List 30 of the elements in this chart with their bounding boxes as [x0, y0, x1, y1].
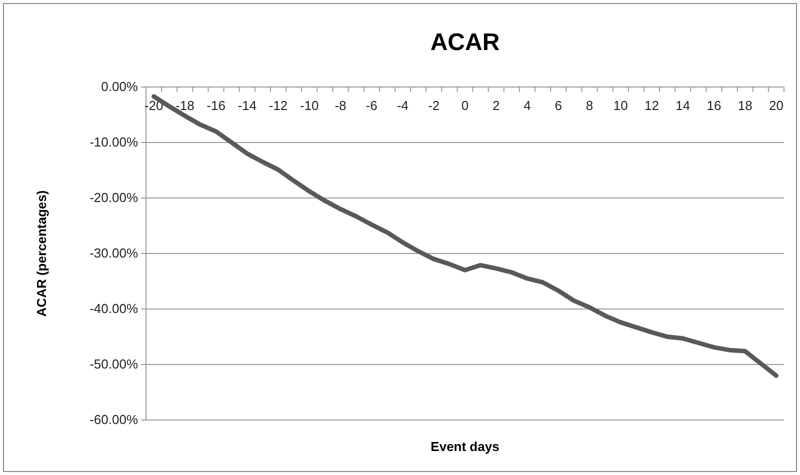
x-tick-label: -8 [334, 98, 346, 114]
y-tick-label: -50.00% [90, 356, 138, 372]
x-tick-label: 18 [738, 98, 752, 114]
x-tick-label: 16 [706, 98, 722, 114]
x-tick-label: 12 [644, 98, 659, 114]
x-tick-label: -18 [176, 98, 194, 114]
x-tick-label: 10 [613, 98, 628, 114]
y-axis-title: ACAR (percentages) [34, 190, 49, 317]
x-tick-label: -16 [206, 98, 226, 114]
x-axis-title: Event days [430, 439, 500, 454]
y-tick-label: -60.00% [90, 412, 138, 428]
y-tick-label: -30.00% [90, 246, 138, 261]
y-tick-label: -40.00% [90, 301, 138, 316]
x-tick-label: -10 [300, 98, 319, 114]
x-tick-label: 8 [586, 98, 594, 114]
x-tick-label: 4 [524, 98, 531, 114]
x-tick-label: -6 [366, 98, 378, 114]
x-tick-label: -4 [396, 98, 409, 114]
chart-title: ACAR [430, 29, 500, 56]
y-tick-label: -20.00% [90, 190, 138, 206]
x-tick-label: -12 [268, 98, 288, 114]
y-tick-label: 0.00% [101, 79, 138, 94]
x-tick-label: 2 [492, 98, 500, 114]
x-tick-label: 0 [461, 98, 469, 114]
x-tick-label: 14 [676, 98, 690, 114]
x-tick-label: -14 [238, 98, 257, 114]
y-tick-label: -10.00% [90, 134, 138, 150]
x-tick-label: 20 [768, 98, 784, 114]
x-tick-label: -2 [428, 98, 440, 114]
x-tick-label: 6 [554, 98, 562, 114]
